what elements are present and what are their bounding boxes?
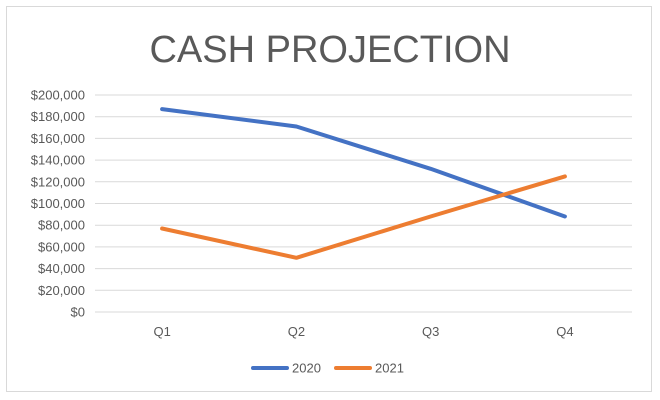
y-tick-label: $100,000	[31, 196, 85, 211]
y-tick-label: $180,000	[31, 109, 85, 124]
x-axis-tick-labels: Q1 Q2 Q3 Q4	[153, 324, 573, 339]
x-tick-label: Q3	[422, 324, 439, 339]
y-tick-label: $0	[71, 305, 85, 320]
y-axis-tick-labels: $0 $20,000 $40,000 $60,000 $80,000 $100,000 $1…	[31, 88, 85, 320]
y-tick-label: $200,000	[31, 88, 85, 103]
legend-label-2020: 2020	[292, 361, 321, 376]
y-tick-label: $20,000	[38, 283, 85, 298]
gridlines	[95, 94, 632, 313]
y-tick-label: $60,000	[38, 239, 85, 254]
legend: 2020 2021	[251, 361, 404, 376]
x-tick-label: Q2	[288, 324, 305, 339]
x-tick-label: Q1	[153, 324, 170, 339]
x-tick-label: Q4	[556, 324, 573, 339]
chart-frame	[6, 6, 652, 392]
y-tick-label: $80,000	[38, 218, 85, 233]
series-line-2021	[160, 174, 567, 260]
series-line-2020	[160, 107, 567, 219]
series-lines	[160, 107, 567, 260]
y-tick-label: $120,000	[31, 174, 85, 189]
y-tick-label: $40,000	[38, 261, 85, 276]
legend-label-2021: 2021	[375, 361, 404, 376]
chart-title: CASH PROJECTION	[149, 29, 510, 71]
y-tick-label: $140,000	[31, 153, 85, 168]
y-tick-label: $160,000	[31, 131, 85, 146]
